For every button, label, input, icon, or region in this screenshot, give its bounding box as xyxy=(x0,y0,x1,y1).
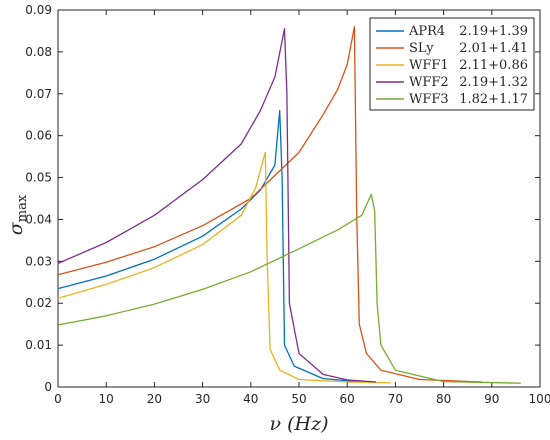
series-line-apr4 xyxy=(57,109,367,383)
series-lines xyxy=(57,26,521,384)
y-tick-label: 0 xyxy=(44,380,52,394)
legend-entry-mass: 2.19+1.32 xyxy=(459,75,528,90)
y-tick-label: 0.03 xyxy=(25,254,52,268)
legend-entry-name: WFF1 xyxy=(409,58,449,73)
legend-entry-mass: 2.01+1.41 xyxy=(459,41,528,56)
legend-entry-mass: 1.82+1.17 xyxy=(459,92,528,107)
y-axis-label-main: σ xyxy=(5,221,27,235)
y-tick-label: 0.07 xyxy=(25,87,52,101)
x-tick-label: 60 xyxy=(340,392,355,406)
legend-entry-name: SLy xyxy=(409,41,434,56)
series-line-wff2 xyxy=(57,28,377,383)
y-tick-label: 0.05 xyxy=(25,171,52,185)
y-tick-label: 0.04 xyxy=(25,212,52,226)
legend-entry-mass: 2.11+0.86 xyxy=(459,58,528,73)
series-line-sly xyxy=(57,26,483,383)
legend: APR4 2.19+1.39 SLy 2.01+1.41 WFF1 2.11+0.86 WF… xyxy=(369,17,535,111)
y-tick-label: 0.08 xyxy=(25,45,52,59)
x-tick-label: 90 xyxy=(484,392,499,406)
y-tick-label: 0.01 xyxy=(25,338,52,352)
y-axis-label: σmax xyxy=(5,194,30,235)
x-tick-label: 0 xyxy=(54,392,62,406)
y-axis-label-subscript: max xyxy=(15,194,30,222)
x-axis-label: ν (Hz) xyxy=(270,413,329,435)
x-tick-label: 80 xyxy=(436,392,451,406)
series-line-wff3 xyxy=(57,193,521,384)
legend-entry-mass: 2.19+1.39 xyxy=(459,24,528,39)
x-tick-label: 40 xyxy=(243,392,258,406)
series-line-wff1 xyxy=(57,151,391,384)
x-axis: 0 10 20 30 40 50 60 70 80 90 100 xyxy=(54,10,550,406)
legend-box xyxy=(369,17,535,111)
legend-entry-name: WFF2 xyxy=(409,75,449,90)
y-tick-label: 0.09 xyxy=(25,3,52,17)
x-tick-label: 70 xyxy=(388,392,403,406)
legend-entry-name: APR4 xyxy=(408,24,445,39)
y-tick-label: 0.02 xyxy=(25,296,52,310)
y-axis: 0 0.01 0.02 0.03 0.04 0.05 0.06 0.07 0.08 0.09 xyxy=(25,3,540,394)
x-tick-label: 20 xyxy=(147,392,162,406)
x-tick-label: 10 xyxy=(99,392,114,406)
x-tick-label: 30 xyxy=(195,392,210,406)
x-tick-label: 50 xyxy=(291,392,306,406)
x-tick-label: 100 xyxy=(529,392,550,406)
y-tick-label: 0.06 xyxy=(25,129,52,143)
legend-entry-name: WFF3 xyxy=(409,92,449,107)
